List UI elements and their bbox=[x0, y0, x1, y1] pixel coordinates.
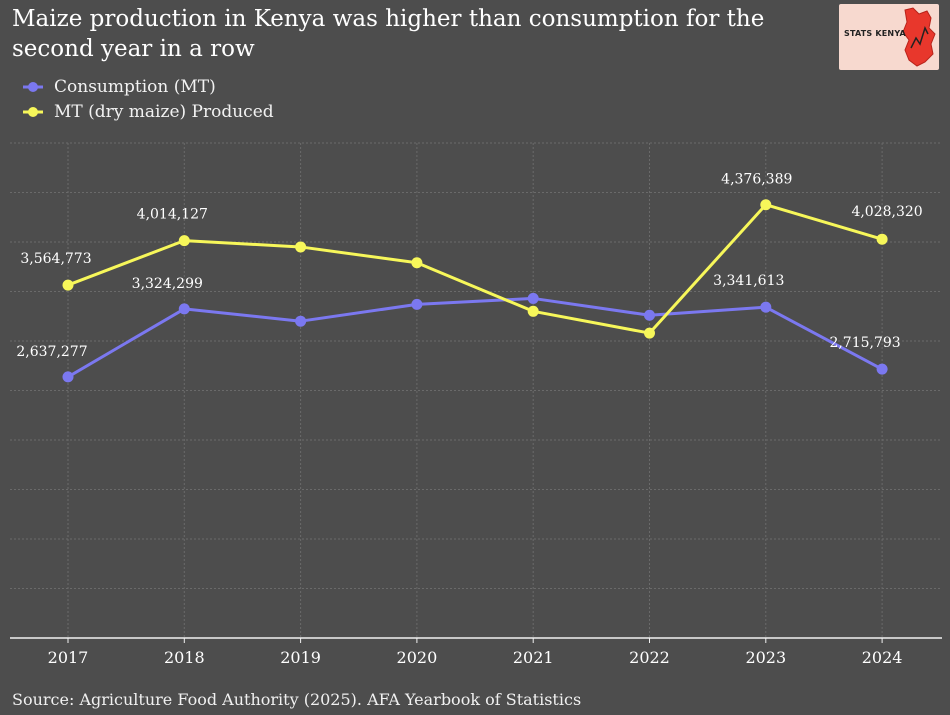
data-point-produced bbox=[295, 241, 307, 253]
x-tick-label: 2017 bbox=[48, 648, 89, 667]
data-label-produced: 3,564,773 bbox=[20, 251, 91, 267]
data-label-produced: 4,028,320 bbox=[851, 204, 922, 220]
legend-label-consumption: Consumption (MT) bbox=[54, 77, 216, 97]
data-point-produced bbox=[178, 235, 190, 247]
data-label-produced: 4,014,127 bbox=[137, 207, 208, 223]
x-tick-label: 2018 bbox=[164, 648, 205, 667]
data-label-consumption: 3,341,613 bbox=[713, 273, 784, 289]
data-point-consumption bbox=[411, 298, 423, 310]
logo-text: STATS KENYA bbox=[844, 29, 906, 38]
data-label-consumption: 3,324,299 bbox=[132, 276, 203, 292]
data-point-produced bbox=[62, 279, 74, 291]
x-tick-label: 2024 bbox=[862, 648, 903, 667]
data-point-produced bbox=[760, 199, 772, 211]
legend-label-produced: MT (dry maize) Produced bbox=[54, 102, 274, 122]
x-tick-label: 2020 bbox=[397, 648, 438, 667]
data-point-consumption bbox=[62, 371, 74, 383]
x-tick-label: 2022 bbox=[629, 648, 670, 667]
data-point-produced bbox=[644, 327, 655, 339]
legend-swatch-consumption bbox=[23, 82, 43, 92]
data-label-consumption: 2,715,793 bbox=[829, 335, 900, 351]
data-label-consumption: 2,637,277 bbox=[16, 344, 87, 360]
data-point-consumption bbox=[178, 303, 190, 315]
x-tick-label: 2021 bbox=[513, 648, 554, 667]
legend-item-produced: MT (dry maize) Produced bbox=[22, 101, 274, 126]
series-line-consumption bbox=[67, 296, 883, 379]
stats-kenya-logo: STATS KENYA bbox=[839, 4, 939, 70]
x-tick-label: 2023 bbox=[745, 648, 786, 667]
data-point-produced bbox=[876, 233, 888, 245]
legend-swatch-produced bbox=[23, 107, 43, 117]
data-point-consumption bbox=[876, 363, 888, 375]
data-point-consumption bbox=[295, 315, 307, 327]
chart-title: Maize production in Kenya was higher tha… bbox=[12, 6, 765, 62]
data-point-produced bbox=[411, 257, 423, 269]
data-point-consumption bbox=[527, 292, 539, 304]
legend: Consumption (MT) MT (dry maize) Produced bbox=[22, 76, 274, 126]
series-line-produced bbox=[67, 203, 883, 335]
kenya-map-icon bbox=[902, 7, 936, 67]
data-point-consumption bbox=[760, 301, 772, 313]
source-note: Source: Agriculture Food Authority (2025… bbox=[12, 690, 582, 709]
legend-item-consumption: Consumption (MT) bbox=[22, 76, 274, 101]
data-label-produced: 4,376,389 bbox=[721, 172, 792, 188]
data-point-produced bbox=[527, 305, 539, 317]
data-point-consumption bbox=[644, 309, 655, 321]
x-tick-label: 2019 bbox=[280, 648, 321, 667]
